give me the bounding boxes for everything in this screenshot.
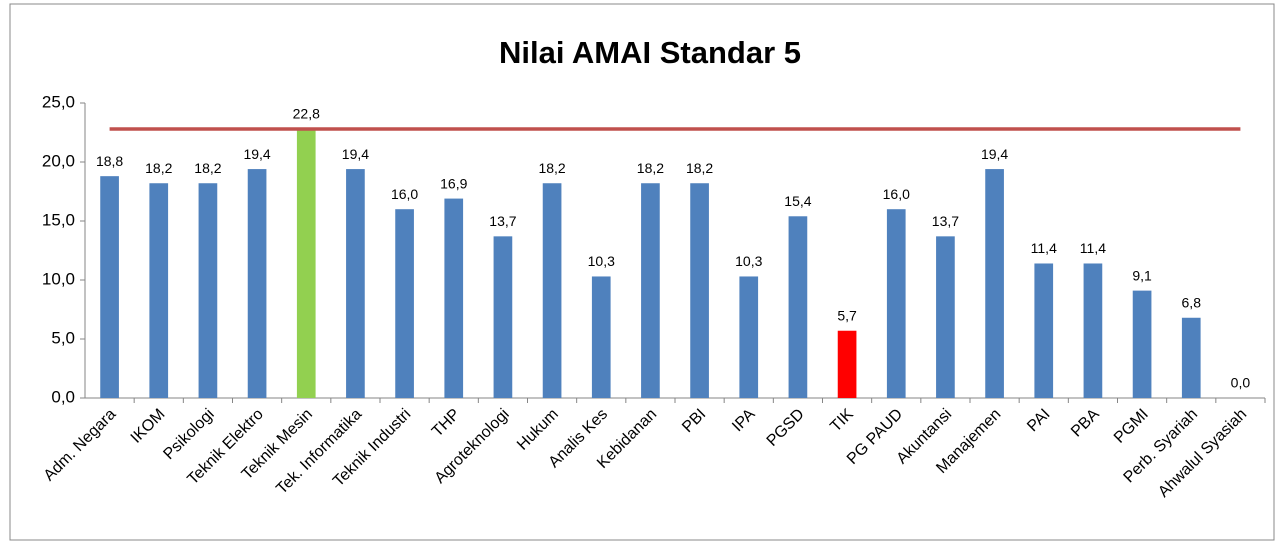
- bar: [493, 236, 513, 398]
- value-label: 19,4: [342, 146, 369, 162]
- y-tick-label: 20,0: [42, 151, 75, 170]
- bar: [788, 216, 808, 398]
- value-label: 19,4: [981, 146, 1008, 162]
- bar: [444, 198, 464, 398]
- bar: [346, 169, 365, 398]
- bar: [1034, 263, 1054, 398]
- bar: [837, 330, 857, 398]
- bar: [149, 183, 169, 398]
- value-label: 13,7: [932, 213, 959, 229]
- value-label: 22,8: [293, 106, 320, 122]
- y-tick-label: 0,0: [51, 387, 75, 406]
- value-label: 19,4: [243, 146, 270, 162]
- value-label: 16,0: [883, 186, 910, 202]
- value-label: 18,2: [194, 160, 221, 176]
- value-label: 5,7: [837, 307, 857, 323]
- chart-title: Nilai AMAI Standar 5: [499, 35, 801, 70]
- value-label: 18,2: [145, 160, 172, 176]
- value-label: 16,0: [391, 186, 418, 202]
- bar: [1083, 263, 1103, 398]
- y-tick-label: 5,0: [51, 328, 75, 347]
- value-label: 18,2: [686, 160, 713, 176]
- y-tick-label: 15,0: [42, 210, 75, 229]
- value-label: 11,4: [1031, 240, 1057, 256]
- bar: [936, 236, 955, 398]
- bar: [591, 276, 611, 398]
- bar: [542, 183, 562, 398]
- value-label: 10,3: [588, 253, 615, 269]
- value-label: 18,2: [637, 160, 664, 176]
- value-label: 0,0: [1231, 375, 1251, 391]
- bar: [247, 169, 267, 398]
- bar: [985, 169, 1004, 398]
- bar: [296, 128, 316, 398]
- bar: [1181, 317, 1201, 398]
- value-label: 6,8: [1182, 294, 1202, 310]
- value-label: 9,1: [1132, 267, 1152, 283]
- value-label: 16,9: [440, 175, 467, 191]
- value-label: 18,2: [538, 160, 565, 176]
- value-label: 10,3: [735, 253, 762, 269]
- y-tick-label: 25,0: [42, 92, 75, 111]
- bar: [1132, 290, 1152, 398]
- bar: [739, 276, 759, 398]
- bar: [395, 209, 414, 398]
- value-label: 13,7: [489, 213, 516, 229]
- bar: [886, 209, 906, 398]
- value-label: 15,4: [784, 193, 811, 209]
- bar: [641, 183, 660, 398]
- bar: [100, 176, 119, 398]
- y-tick-label: 10,0: [42, 269, 75, 288]
- bar: [198, 183, 218, 398]
- bar: [690, 183, 709, 398]
- value-label: 18,8: [96, 153, 123, 169]
- value-label: 11,4: [1080, 240, 1106, 256]
